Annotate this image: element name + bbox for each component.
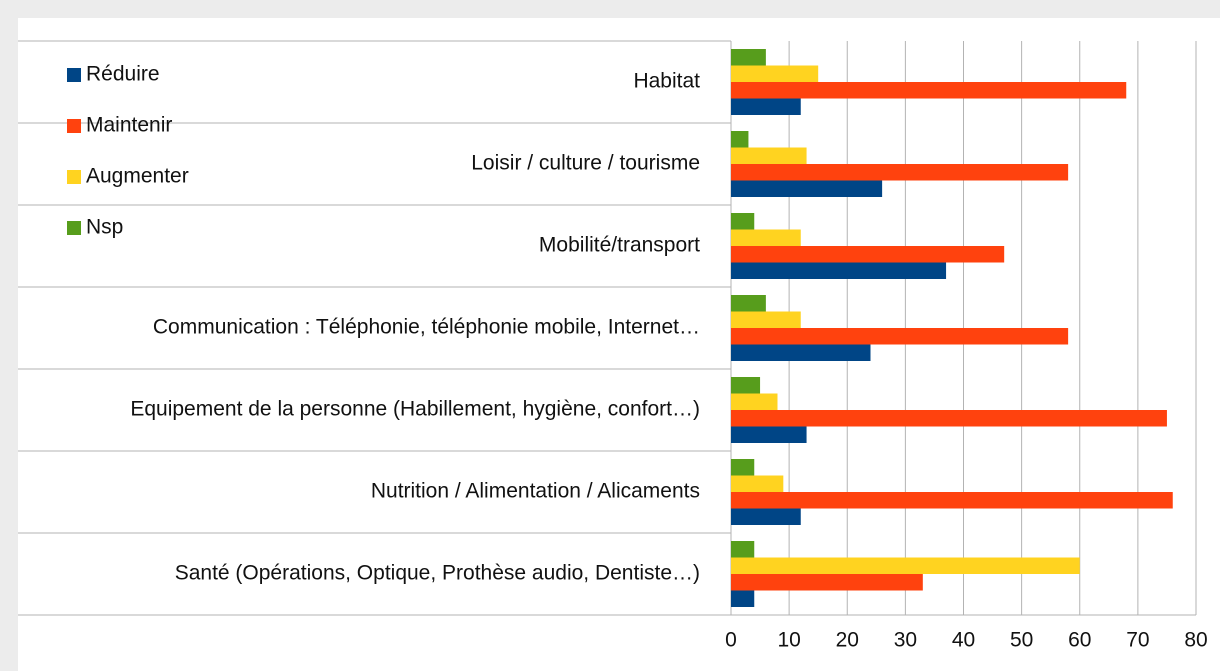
bar <box>731 492 1173 509</box>
legend-swatch <box>67 170 81 184</box>
x-tick-label: 40 <box>952 629 975 652</box>
bar <box>731 574 923 591</box>
bar <box>731 426 807 443</box>
bar <box>731 82 1127 99</box>
legend-swatch <box>67 119 81 133</box>
bar <box>731 295 766 312</box>
bar <box>731 508 801 525</box>
legend-swatch <box>67 68 81 82</box>
x-tick-label: 70 <box>1126 629 1149 652</box>
bar <box>731 246 1005 263</box>
legend-swatch <box>67 221 81 235</box>
bar <box>731 328 1069 345</box>
y-tick-label: Nutrition / Alimentation / Alicaments <box>371 480 700 503</box>
x-tick-label: 20 <box>836 629 859 652</box>
y-tick-label: Mobilité/transport <box>539 234 700 257</box>
bar <box>731 98 801 115</box>
bar <box>731 344 871 361</box>
x-tick-label: 30 <box>894 629 917 652</box>
bar <box>731 131 749 148</box>
legend-label: Réduire <box>86 63 160 86</box>
bar <box>731 590 755 607</box>
bar <box>731 557 1080 574</box>
bar <box>731 147 807 164</box>
bar <box>731 377 761 394</box>
x-tick-label: 60 <box>1068 629 1091 652</box>
legend-label: Nsp <box>86 216 123 239</box>
y-tick-label: Communication : Téléphonie, téléphonie m… <box>153 316 700 339</box>
bar <box>731 410 1167 427</box>
y-tick-label: Habitat <box>633 70 700 93</box>
bar <box>731 49 766 66</box>
bar <box>731 459 755 476</box>
bar <box>731 180 883 197</box>
y-tick-label: Santé (Opérations, Optique, Prothèse aud… <box>175 562 700 585</box>
legend-label: Maintenir <box>86 114 172 137</box>
x-tick-label: 50 <box>1010 629 1033 652</box>
x-tick-label: 80 <box>1184 629 1207 652</box>
bar <box>731 213 755 230</box>
bar <box>731 65 819 82</box>
bar <box>731 541 755 558</box>
legend-label: Augmenter <box>86 165 189 188</box>
y-tick-label: Equipement de la personne (Habillement, … <box>130 398 700 421</box>
y-tick-label: Loisir / culture / tourisme <box>471 152 700 175</box>
bar <box>731 475 784 492</box>
bar <box>731 262 947 279</box>
bar <box>731 311 801 328</box>
x-tick-label: 10 <box>777 629 800 652</box>
x-tick-label: 0 <box>725 629 737 652</box>
bar <box>731 229 801 246</box>
bar <box>731 164 1069 181</box>
bar <box>731 393 778 410</box>
